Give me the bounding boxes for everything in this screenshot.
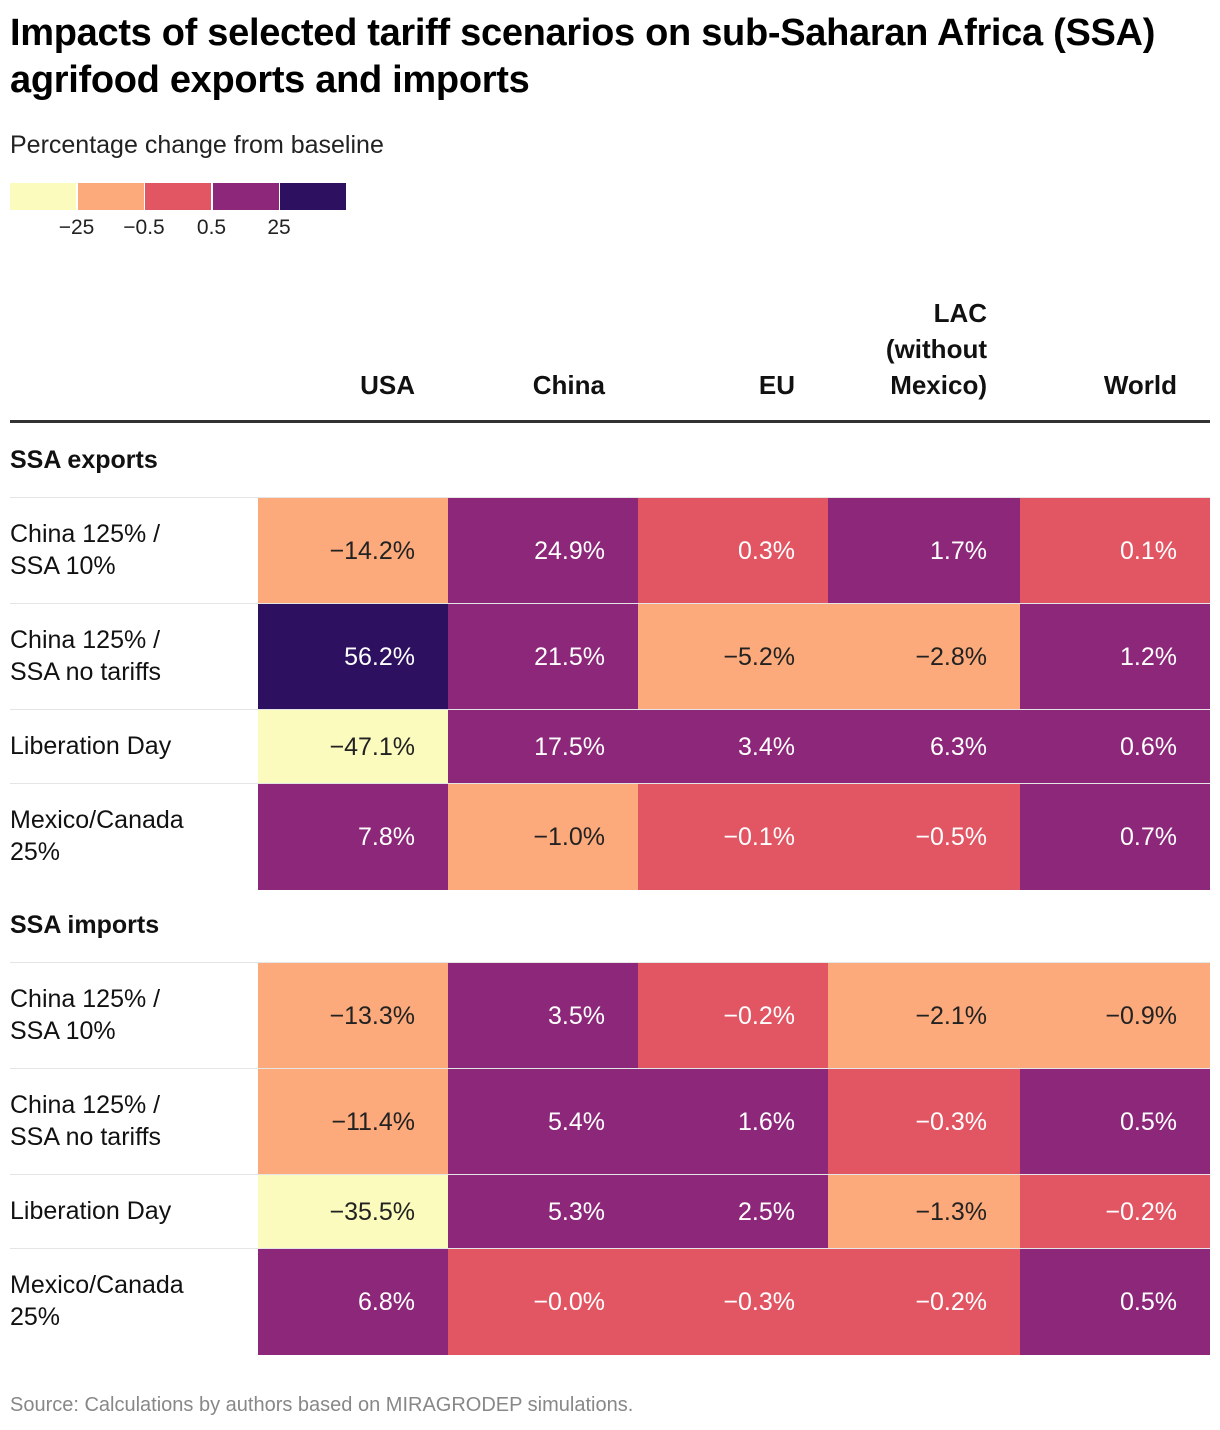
heatmap-cell: 21.5% <box>448 604 638 710</box>
legend-tick-label: 0.5 <box>196 216 227 239</box>
column-header: China <box>532 370 605 400</box>
heatmap-cell: −13.3% <box>258 963 448 1069</box>
heatmap-cell: −11.4% <box>258 1069 448 1175</box>
legend-swatch <box>145 183 211 210</box>
heatmap-cell: 6.8% <box>258 1249 448 1355</box>
heatmap-cell: −0.2% <box>1020 1175 1210 1249</box>
legend-swatch <box>77 183 144 210</box>
legend-tick-label: −0.5 <box>123 216 165 239</box>
row-divider <box>10 497 1210 498</box>
heatmap-cell: −0.9% <box>1020 963 1210 1069</box>
row-label: Mexico/Canada 25% <box>10 1271 184 1331</box>
heatmap-cell: −0.3% <box>638 1249 828 1355</box>
row-label: China 125% / SSA 10% <box>10 985 161 1045</box>
heatmap-cell: −2.1% <box>828 963 1020 1069</box>
heatmap-cell: −0.0% <box>448 1249 638 1355</box>
header-divider <box>10 420 1210 423</box>
row-divider <box>10 783 1210 784</box>
row-label: China 125% / SSA no tariffs <box>10 626 162 686</box>
row-divider <box>10 603 1210 604</box>
group-label: SSA exports <box>10 446 158 474</box>
heatmap-cell: 1.6% <box>638 1069 828 1175</box>
row-label: Liberation Day <box>10 1197 172 1225</box>
heatmap-cell: 1.2% <box>1020 604 1210 710</box>
heatmap-cell: −2.8% <box>828 604 1020 710</box>
heatmap-cell: 3.4% <box>638 710 828 784</box>
column-header: EU <box>758 370 795 400</box>
heatmap-cell: −0.2% <box>638 963 828 1069</box>
heatmap-cell: 0.6% <box>1020 710 1210 784</box>
column-header: USA <box>360 370 415 400</box>
heatmap-cell: 5.4% <box>448 1069 638 1175</box>
heatmap-cell: 0.1% <box>1020 498 1210 604</box>
legend-swatch <box>280 183 346 210</box>
row-label: Mexico/Canada 25% <box>10 806 184 866</box>
heatmap-cell: −5.2% <box>638 604 828 710</box>
row-divider <box>10 1068 1210 1069</box>
column-header: World <box>1103 370 1177 400</box>
legend-swatch <box>212 183 279 210</box>
heatmap-cell: −47.1% <box>258 710 448 784</box>
heatmap-cell: −0.5% <box>828 784 1020 890</box>
legend-tick-label: −25 <box>58 216 95 239</box>
row-label: China 125% / SSA no tariffs <box>10 1091 162 1151</box>
row-divider <box>10 1248 1210 1249</box>
row-label: China 125% / SSA 10% <box>10 520 161 580</box>
source-note: Source: Calculations by authors based on… <box>10 1394 634 1416</box>
heatmap-cell: 17.5% <box>448 710 638 784</box>
group-label: SSA imports <box>10 911 160 939</box>
heatmap-cell: 0.3% <box>638 498 828 604</box>
heatmap-cell: 56.2% <box>258 604 448 710</box>
heatmap-cell: 5.3% <box>448 1175 638 1249</box>
heatmap-cell: 0.5% <box>1020 1069 1210 1175</box>
heatmap-cell: 3.5% <box>448 963 638 1069</box>
heatmap-cell: −35.5% <box>258 1175 448 1249</box>
heatmap-cell: 7.8% <box>258 784 448 890</box>
row-divider <box>10 709 1210 710</box>
heatmap-cell: −0.2% <box>828 1249 1020 1355</box>
heatmap-cell: 24.9% <box>448 498 638 604</box>
column-header: LAC (without Mexico) <box>885 298 987 400</box>
chart-subtitle: Percentage change from baseline <box>10 131 384 159</box>
heatmap-cell: −0.3% <box>828 1069 1020 1175</box>
legend-tick-label: 25 <box>267 216 291 239</box>
heatmap-cell: 0.5% <box>1020 1249 1210 1355</box>
row-label: Liberation Day <box>10 732 172 760</box>
heatmap-cell: 2.5% <box>638 1175 828 1249</box>
legend-swatch <box>10 183 76 210</box>
heatmap-cell: 1.7% <box>828 498 1020 604</box>
row-divider <box>10 1174 1210 1175</box>
heatmap-cell: −1.0% <box>448 784 638 890</box>
row-divider <box>10 962 1210 963</box>
heatmap-cell: −0.1% <box>638 784 828 890</box>
heatmap-cell: 0.7% <box>1020 784 1210 890</box>
heatmap-cell: −1.3% <box>828 1175 1020 1249</box>
chart-title: Impacts of selected tariff scenarios on … <box>10 12 1156 101</box>
heatmap-cell: 6.3% <box>828 710 1020 784</box>
heatmap-cell: −14.2% <box>258 498 448 604</box>
